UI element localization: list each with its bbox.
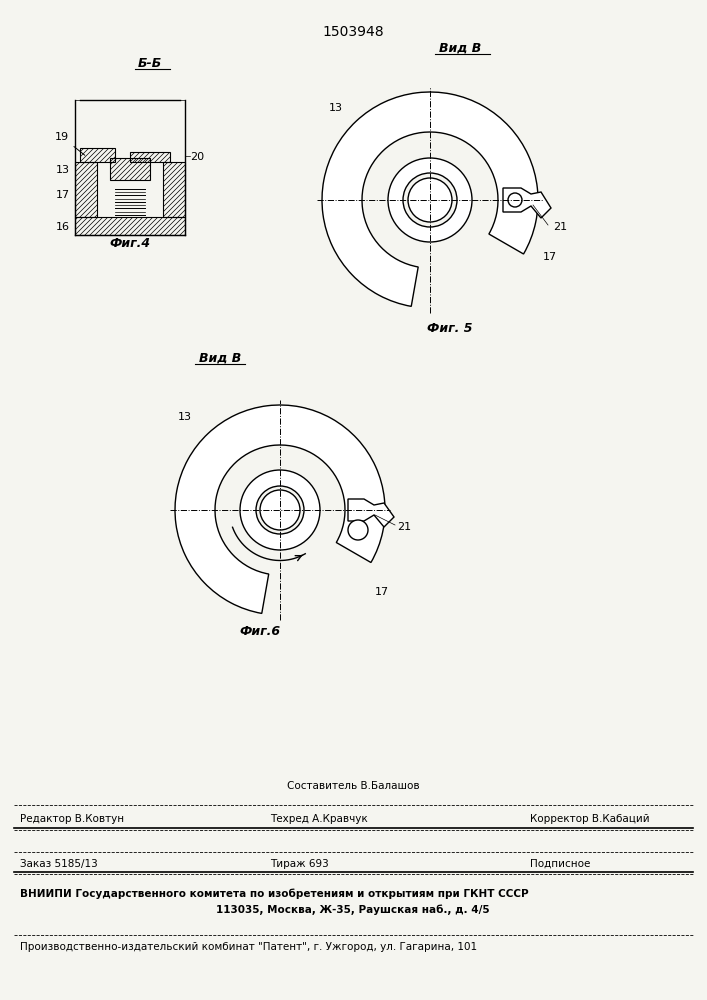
Text: 13: 13: [177, 412, 192, 422]
Text: Тираж 693: Тираж 693: [270, 859, 329, 869]
Text: Вид В: Вид В: [199, 352, 241, 365]
Text: ВНИИПИ Государственного комитета по изобретениям и открытиям при ГКНТ СССР: ВНИИПИ Государственного комитета по изоб…: [20, 889, 529, 899]
Bar: [163, 162, 185, 217]
Circle shape: [260, 490, 300, 530]
Text: Б-Б: Б-Б: [138, 57, 162, 70]
Text: Корректор В.Кабаций: Корректор В.Кабаций: [530, 814, 650, 824]
Text: 20: 20: [190, 152, 204, 162]
Circle shape: [348, 520, 368, 540]
Text: 21: 21: [397, 522, 411, 532]
Text: Составитель В.Балашов: Составитель В.Балашов: [286, 781, 419, 791]
Wedge shape: [175, 405, 385, 613]
Circle shape: [408, 178, 452, 222]
Bar: [75, 162, 97, 217]
Text: 21: 21: [553, 222, 567, 232]
Text: 17: 17: [543, 252, 557, 262]
Text: Фиг.6: Фиг.6: [240, 625, 281, 638]
Wedge shape: [388, 158, 472, 242]
Text: 13: 13: [56, 165, 70, 175]
Text: 13: 13: [329, 103, 343, 113]
Text: Редактор В.Ковтун: Редактор В.Ковтун: [20, 814, 124, 824]
Text: 17: 17: [375, 587, 389, 597]
Text: 1503948: 1503948: [322, 25, 384, 39]
Text: 19: 19: [55, 132, 85, 155]
Circle shape: [508, 193, 522, 207]
Text: Фиг. 5: Фиг. 5: [427, 322, 473, 335]
Text: Заказ 5185/13: Заказ 5185/13: [20, 859, 98, 869]
Bar: [110, 158, 150, 180]
Text: Фиг.4: Фиг.4: [110, 237, 151, 250]
Text: Техред А.Кравчук: Техред А.Кравчук: [270, 814, 368, 824]
Bar: [130, 152, 170, 162]
Text: Подписное: Подписное: [530, 859, 590, 869]
Text: 16: 16: [56, 222, 70, 232]
Polygon shape: [503, 188, 551, 218]
Bar: [80, 148, 115, 162]
Polygon shape: [348, 499, 394, 527]
Bar: [75, 217, 185, 235]
Text: 17: 17: [56, 190, 70, 200]
Text: Производственно-издательский комбинат "Патент", г. Ужгород, ул. Гагарина, 101: Производственно-издательский комбинат "П…: [20, 942, 477, 952]
Wedge shape: [240, 470, 320, 550]
Text: Вид В: Вид В: [439, 42, 481, 55]
Text: 113035, Москва, Ж-35, Раушская наб., д. 4/5: 113035, Москва, Ж-35, Раушская наб., д. …: [216, 905, 490, 915]
Wedge shape: [322, 92, 538, 306]
